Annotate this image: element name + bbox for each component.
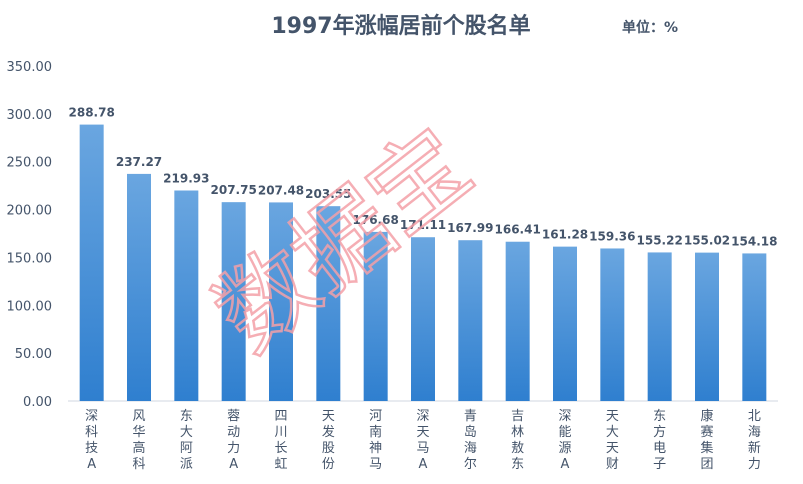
data-label: 219.93 — [163, 171, 209, 185]
x-tick-label: 吉林敖东 — [511, 409, 524, 472]
x-tick-label: 深天马 A — [416, 409, 429, 472]
y-tick-label: 100.00 — [7, 299, 53, 314]
bar — [647, 252, 672, 401]
bar — [221, 202, 246, 401]
data-label: 207.75 — [211, 183, 257, 197]
bar — [742, 253, 767, 401]
y-tick-label: 250.00 — [7, 156, 53, 171]
data-label: 288.78 — [69, 106, 115, 120]
bar — [316, 206, 341, 401]
x-tick-label: 东大阿派 — [180, 409, 193, 472]
data-label: 176.68 — [353, 213, 399, 227]
y-tick-label: 300.00 — [7, 108, 53, 123]
x-tick-label: 风华高科 — [132, 409, 145, 472]
bar — [600, 248, 625, 401]
x-tick-label: 东方电子 — [653, 409, 666, 472]
x-tick-label: 天大天财 — [606, 409, 619, 472]
x-tick-label: 康赛集团 — [700, 408, 713, 472]
data-label: 171.11 — [400, 218, 446, 232]
y-tick-label: 350.00 — [7, 60, 53, 75]
x-tick-label: 北海新力 — [748, 409, 761, 472]
x-tick-label: 青岛海尔 — [464, 409, 477, 472]
data-label: 166.41 — [495, 223, 541, 237]
bar — [363, 231, 388, 401]
bar — [553, 246, 577, 401]
bar — [269, 202, 293, 401]
x-tick-label: 四川长虹 — [274, 409, 287, 472]
y-tick-label: 200.00 — [7, 204, 53, 219]
chart-title: 1997年涨幅居前个股名单 — [271, 13, 530, 39]
y-tick-label: 50.00 — [15, 347, 52, 362]
x-tick-label: 天发股份 — [322, 409, 335, 472]
bar — [174, 190, 199, 401]
x-tick-label: 深能源 A — [558, 409, 571, 472]
bar — [411, 237, 435, 401]
data-label: 161.28 — [542, 228, 588, 242]
bar — [79, 124, 104, 401]
data-label: 159.36 — [589, 229, 635, 243]
data-label: 167.99 — [447, 221, 493, 235]
bar — [127, 173, 151, 401]
x-tick-label: 河南神马 — [369, 409, 382, 472]
unit-label: 单位：% — [622, 19, 678, 36]
x-tick-label: 蓉动力 A — [227, 409, 240, 472]
y-tick-label: 150.00 — [7, 251, 53, 266]
data-label: 207.48 — [258, 183, 304, 197]
x-tick-label: 深科技 A — [85, 409, 98, 472]
data-label: 155.02 — [684, 234, 730, 248]
data-label: 154.18 — [731, 234, 777, 248]
data-label: 155.22 — [637, 233, 683, 247]
data-label: 203.55 — [305, 187, 351, 201]
y-tick-label: 0.00 — [23, 395, 52, 410]
bar — [458, 240, 483, 401]
bar — [695, 252, 719, 401]
bar — [505, 241, 530, 401]
data-label: 237.27 — [116, 155, 162, 169]
